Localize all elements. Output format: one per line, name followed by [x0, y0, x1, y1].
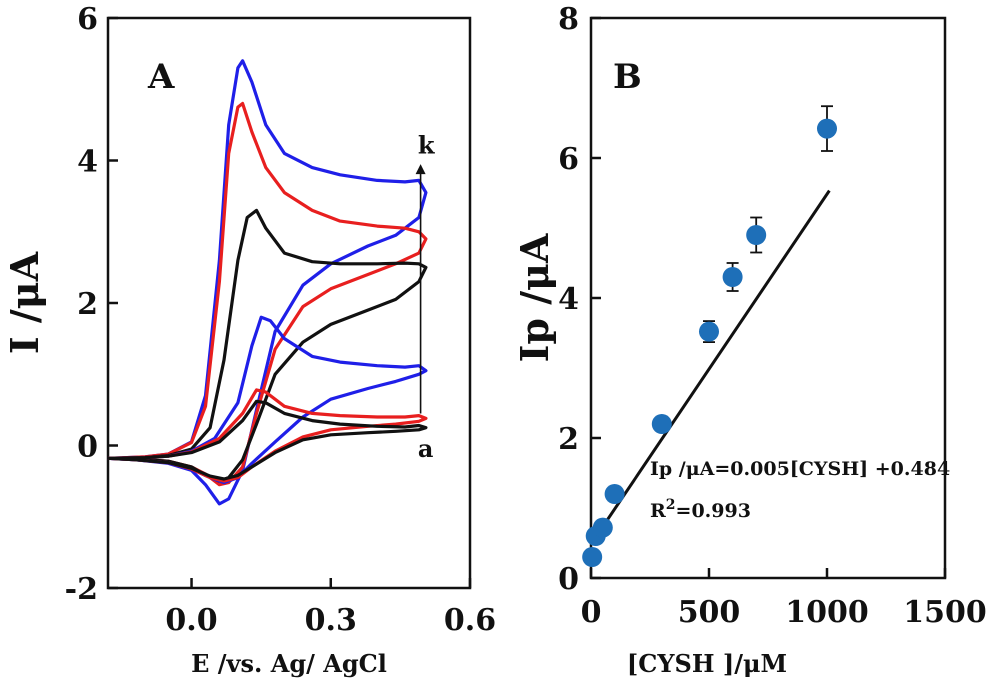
data-marker [746, 225, 767, 245]
calibration-y-tick-label: 4 [558, 282, 579, 317]
curve-label-k: k [418, 130, 436, 159]
panel-label-b: B [613, 57, 642, 97]
r-squared: R2=0.993 [650, 497, 751, 522]
regression-equation: Ip /μA=0.005[CYSH] +0.484 [650, 458, 950, 480]
cv-curve-2 [107, 101, 428, 487]
r-squared-value: =0.993 [676, 500, 751, 522]
data-marker [592, 517, 613, 538]
fit-line [589, 189, 831, 545]
data-marker [817, 118, 837, 139]
data-point [651, 414, 672, 434]
calibration-ticks: 0 500 1000 1500 0 2 4 6 8 [558, 2, 987, 630]
data-marker [722, 267, 743, 287]
cv-panel: 0.0 0.3 0.6 -2 0 2 4 6 A k a E /vs. Ag/ AgCl I … [2, 2, 496, 678]
cv-y-tick-label: 4 [77, 145, 98, 180]
cv-y-tick-label: 2 [77, 287, 98, 322]
arrow-head [415, 164, 426, 175]
cv-curves [107, 59, 428, 506]
cv-x-tick-label: 0.6 [444, 603, 496, 638]
calibration-points [582, 105, 837, 567]
cv-y-tick-label: 0 [77, 430, 98, 465]
data-point [604, 484, 625, 504]
cv-y-tick-label: 6 [77, 2, 98, 37]
calibration-x-axis-label: [CYSH ]/μM [627, 649, 787, 678]
data-point [817, 105, 837, 152]
cv-y-tick-label: -2 [65, 572, 98, 607]
calibration-y-tick-label: 2 [558, 422, 579, 457]
cv-curve-1 [107, 59, 428, 506]
calibration-panel: 0 500 1000 1500 0 2 4 6 8 B Ip /μA=0.005[CYSH] +… [512, 2, 987, 678]
data-point [722, 262, 743, 292]
calibration-x-tick-label: 500 [678, 595, 741, 630]
calibration-y-tick-label: 0 [558, 562, 579, 597]
cv-curve-5 [107, 388, 428, 483]
data-point [746, 216, 767, 254]
cv-x-axis-label: E /vs. Ag/ AgCl [191, 649, 387, 678]
cv-ticks: 0.0 0.3 0.6 -2 0 2 4 6 [65, 2, 496, 638]
panel-label-a: A [147, 57, 175, 97]
data-point [592, 517, 613, 538]
cv-x-tick-label: 0.0 [165, 603, 217, 638]
data-marker [651, 414, 672, 434]
data-marker [582, 547, 603, 567]
data-marker [699, 321, 719, 342]
concentration-arrow [415, 164, 426, 414]
calibration-x-tick-label: 1000 [785, 595, 869, 630]
data-point [582, 547, 603, 567]
calibration-y-tick-label: 6 [558, 142, 579, 177]
calibration-plot-frame [589, 16, 947, 580]
cv-x-tick-label: 0.3 [305, 603, 357, 638]
r-squared-prefix: R [650, 500, 666, 522]
r-squared-sup: 2 [666, 497, 676, 513]
calibration-x-tick-label: 0 [581, 595, 602, 630]
calibration-x-tick-label: 1500 [903, 595, 987, 630]
curve-label-a: a [418, 434, 434, 463]
cv-y-axis-label: I /μA [2, 251, 47, 354]
calibration-y-axis-label: Ip /μA [512, 233, 557, 362]
data-marker [604, 484, 625, 504]
cv-curve-3 [107, 208, 428, 483]
cv-curve-6 [107, 399, 428, 481]
data-point [699, 320, 719, 344]
cv-plot-frame [106, 16, 472, 590]
calibration-y-tick-label: 8 [558, 2, 579, 37]
